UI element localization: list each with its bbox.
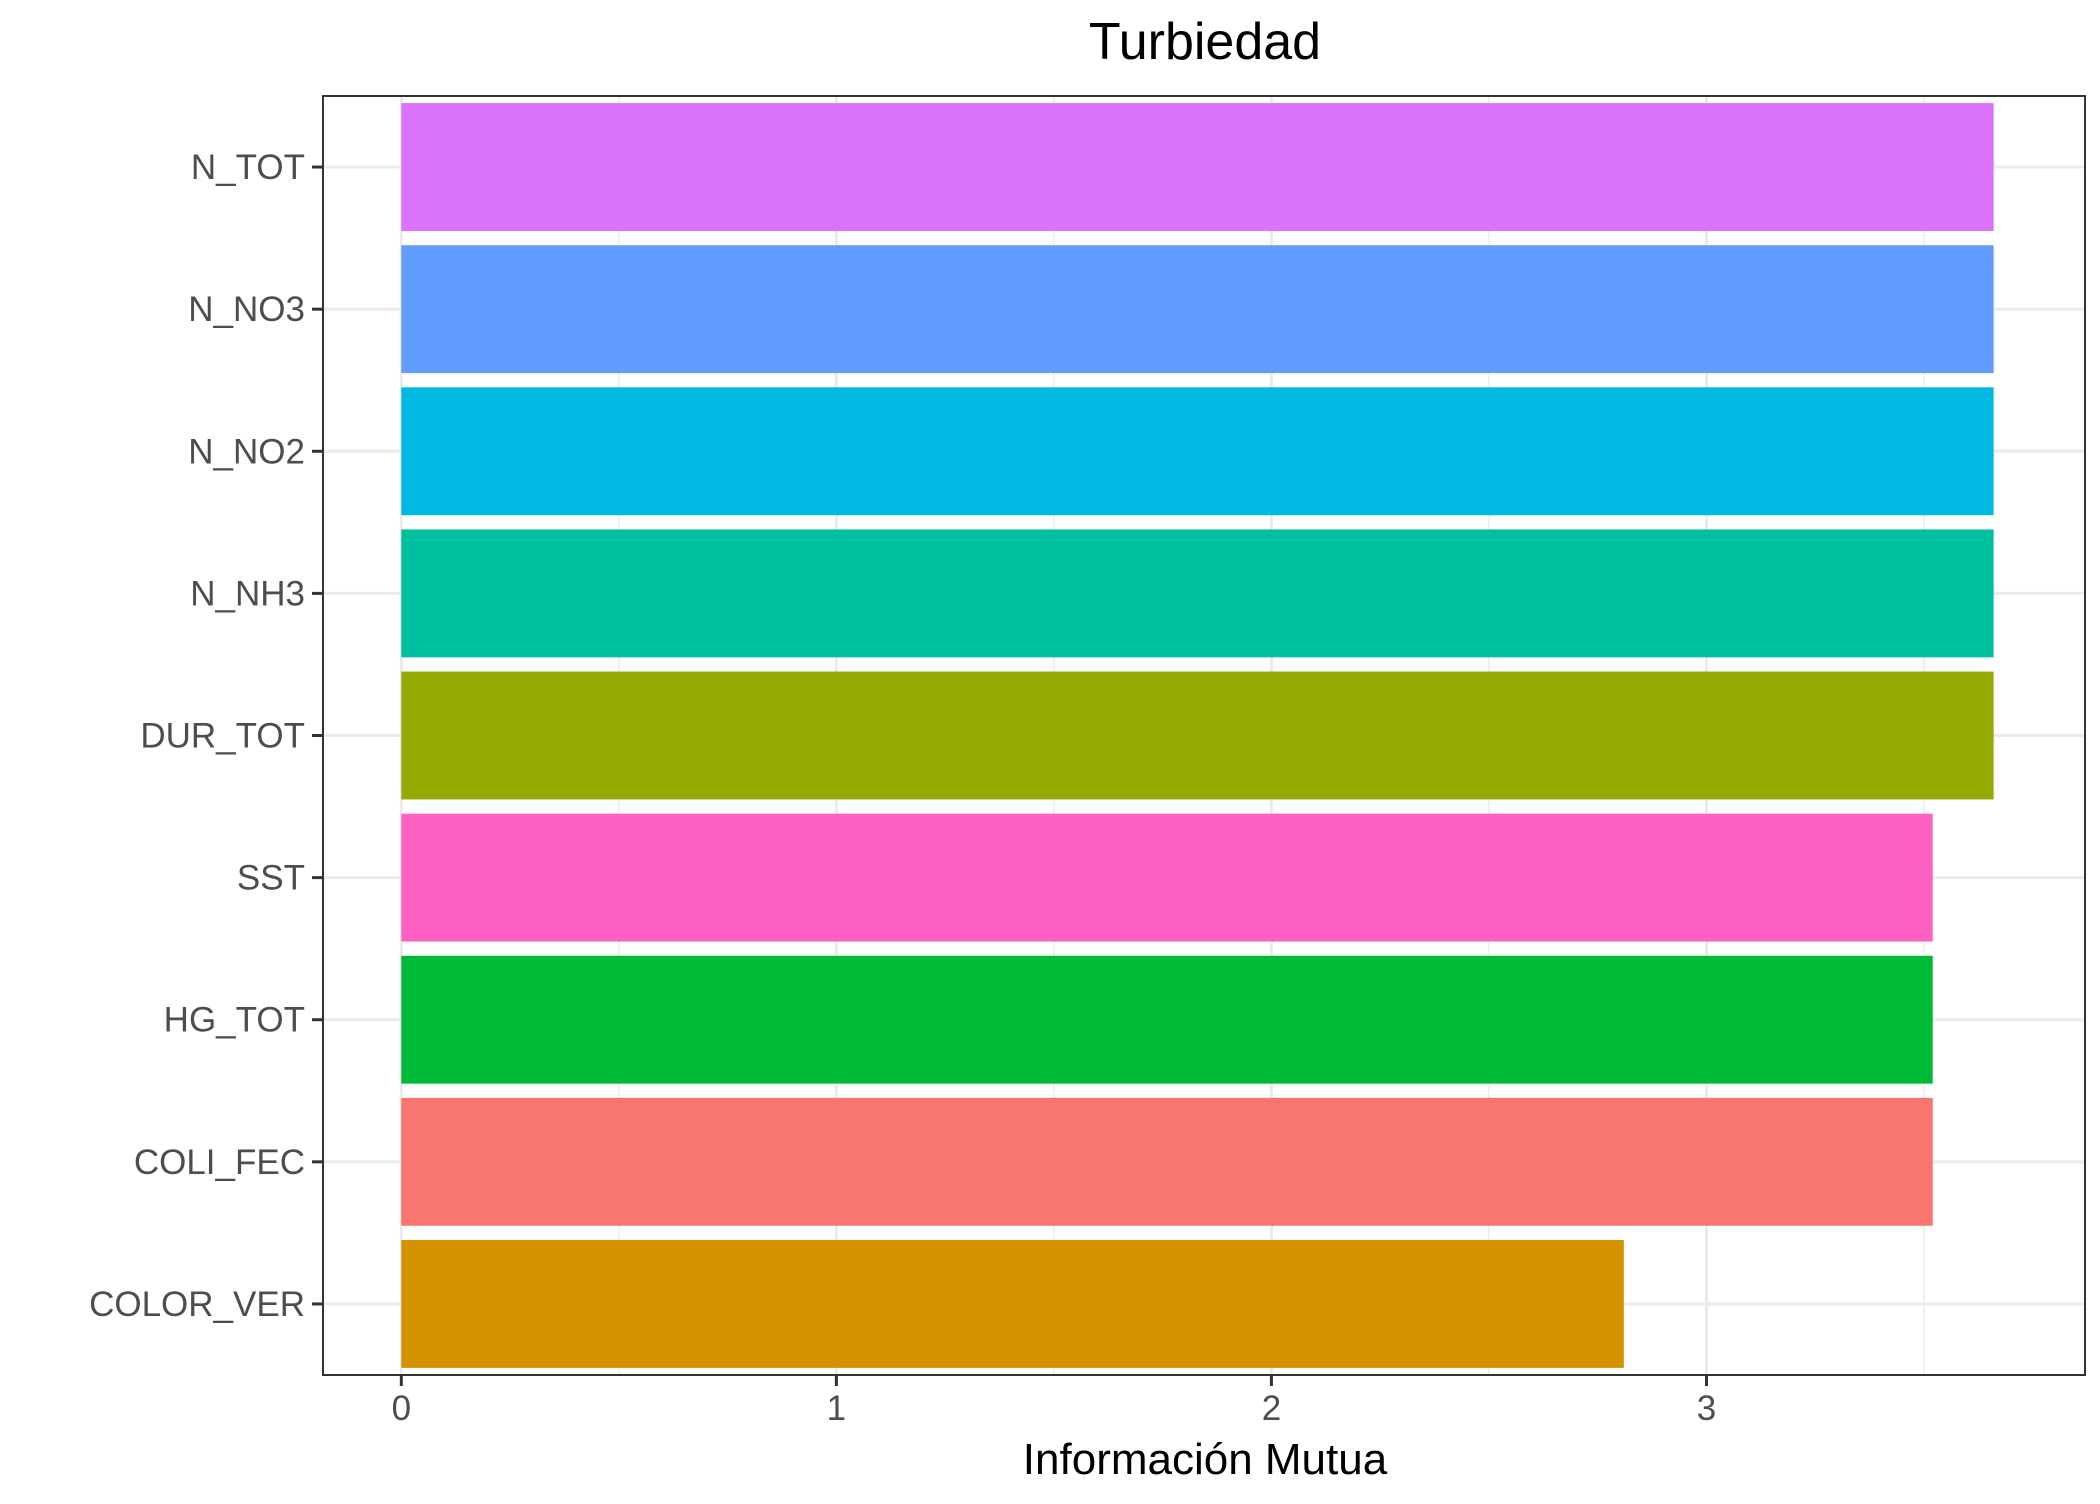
- x-axis-title: Información Mutua: [1023, 1435, 1388, 1484]
- y-tick-label: N_NO2: [188, 432, 305, 471]
- y-tick-label: HG_TOT: [164, 1001, 305, 1040]
- axes: N_TOT N_NO3 N_NO2 N_NH3 DUR_TOT SST HG_TOT COLI…: [89, 148, 1716, 1428]
- y-tick-label: COLOR_VER: [89, 1285, 305, 1324]
- y-tick-label: N_NH3: [190, 574, 305, 613]
- x-tick-label: 1: [827, 1389, 846, 1428]
- y-tick-label: DUR_TOT: [140, 717, 305, 756]
- y-tick-label: N_NO3: [188, 290, 305, 329]
- bar-dur-tot: [401, 671, 1994, 800]
- y-tick-label: N_TOT: [191, 148, 305, 187]
- y-tick-label: SST: [237, 859, 305, 898]
- bar-n-nh3: [401, 529, 1994, 658]
- bar-n-no3: [401, 245, 1994, 374]
- chart-title: Turbiedad: [1089, 13, 1321, 71]
- bar-color-ver: [401, 1239, 1624, 1368]
- bar-sst: [401, 813, 1933, 942]
- bars: [401, 103, 1994, 1368]
- bar-n-tot: [401, 103, 1994, 232]
- bar-coli-fec: [401, 1097, 1933, 1226]
- bar-hg-tot: [401, 955, 1933, 1084]
- bar-n-no2: [401, 387, 1994, 516]
- x-tick-label: 2: [1262, 1389, 1281, 1428]
- x-tick-label: 0: [392, 1389, 411, 1428]
- y-tick-label: COLI_FEC: [134, 1143, 305, 1182]
- x-tick-label: 3: [1697, 1389, 1716, 1428]
